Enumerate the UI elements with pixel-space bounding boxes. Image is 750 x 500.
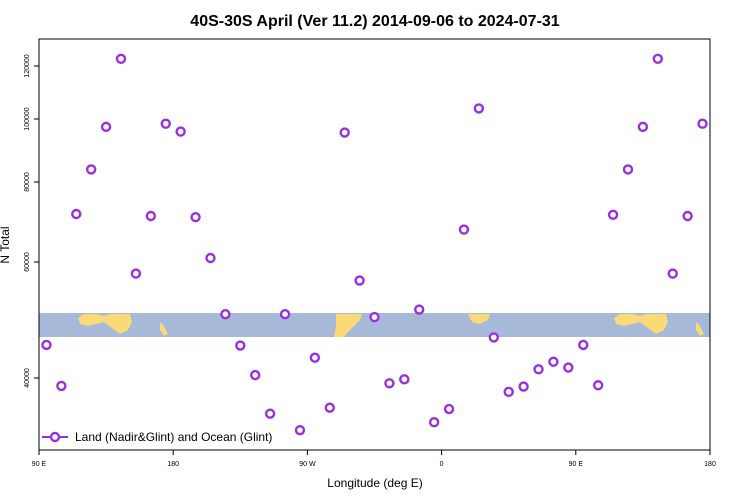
x-tick-label: 180: [167, 461, 179, 468]
data-point: [578, 339, 589, 351]
y-tick-label: 40000: [24, 368, 31, 388]
data-point: [682, 210, 693, 222]
data-point: [354, 275, 365, 286]
data-point: [622, 164, 634, 175]
x-axis-title: Longitude (deg E): [327, 476, 422, 490]
data-point: [607, 209, 619, 221]
x-tick-label: 180: [704, 461, 716, 468]
data-point: [160, 118, 171, 129]
data-point: [637, 121, 649, 133]
data-point: [399, 374, 410, 385]
data-point: [190, 211, 201, 223]
x-tick-label: 0: [440, 461, 444, 468]
data-point: [563, 362, 574, 373]
data-point: [309, 352, 321, 363]
data-point: [71, 208, 82, 220]
data-point: [41, 339, 52, 351]
plot-frame: [38, 38, 711, 451]
data-point: [145, 210, 157, 222]
y-tick-label: 80000: [24, 172, 31, 192]
data-point: [697, 118, 708, 129]
y-axis-ticks: 40000 60000 80000 100000 120000: [24, 54, 39, 388]
data-point: [324, 402, 335, 413]
data-point: [503, 386, 514, 398]
data-point: [339, 127, 350, 138]
data-point: [294, 424, 306, 436]
y-tick-label: 120000: [24, 54, 31, 77]
legend: Land (Nadir&Glint) and Ocean (Glint): [42, 430, 272, 444]
data-point: [279, 309, 291, 320]
x-tick-label: 90 E: [569, 461, 584, 468]
data-point: [652, 53, 664, 64]
data-point: [458, 224, 470, 235]
data-point: [473, 103, 485, 114]
data-point: [414, 304, 425, 315]
legend-marker: [49, 431, 61, 443]
data-point: [667, 268, 678, 279]
data-point: [548, 356, 559, 367]
data-point: [428, 417, 440, 428]
data-point: [518, 381, 529, 392]
y-axis-title: N Total: [0, 226, 12, 263]
y-tick-label: 100000: [24, 107, 31, 130]
data-point: [235, 340, 246, 351]
data-point: [264, 408, 276, 419]
data-point: [533, 364, 544, 375]
data-point: [100, 121, 112, 133]
data-point: [443, 403, 455, 415]
data-point: [220, 309, 231, 320]
x-axis-ticks: 90 E 180 90 W 0 90 E 180: [32, 450, 716, 468]
data-point: [205, 252, 216, 264]
data-point: [130, 268, 142, 279]
data-point: [115, 53, 127, 64]
map-land: [78, 314, 704, 337]
data-point: [250, 369, 261, 381]
x-tick-label: 90 W: [299, 461, 316, 468]
legend-label: Land (Nadir&Glint) and Ocean (Glint): [75, 430, 272, 444]
y-tick-label: 60000: [24, 252, 31, 272]
data-point: [56, 380, 67, 392]
data-point: [85, 164, 97, 175]
data-point: [384, 378, 395, 389]
chart-title: 40S-30S April (Ver 11.2) 2014-09-06 to 2…: [190, 13, 560, 30]
data-point: [175, 126, 186, 137]
x-tick-label: 90 E: [32, 461, 47, 468]
data-point: [369, 311, 380, 323]
data-point: [592, 380, 604, 391]
data-point: [488, 332, 499, 343]
data-points: [41, 53, 708, 436]
